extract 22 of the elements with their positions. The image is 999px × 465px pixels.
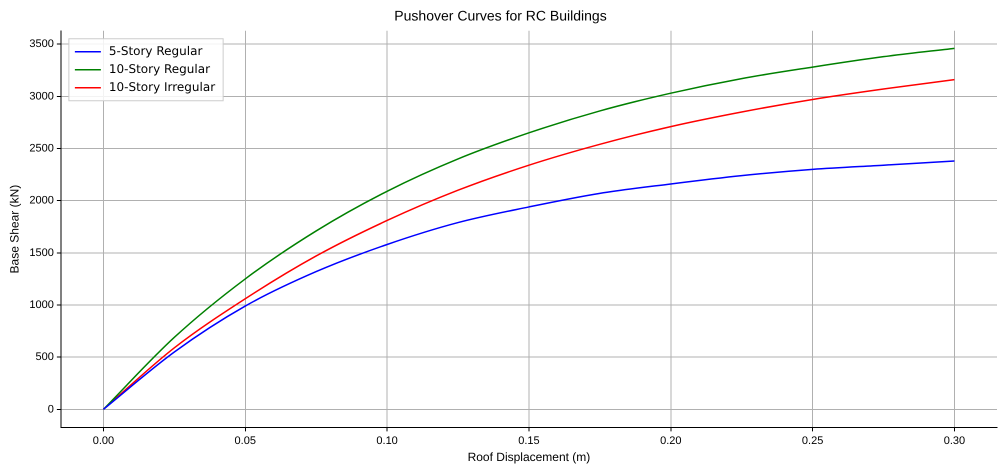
x-tick-label: 0.15 <box>518 435 540 448</box>
x-tick-label: 0.10 <box>376 435 398 448</box>
y-tick-label: 1000 <box>29 299 54 312</box>
y-tick-label: 2500 <box>29 142 54 155</box>
x-tick-label: 0.25 <box>802 435 824 448</box>
y-tick-label: 0 <box>48 403 54 416</box>
x-tick-label: 0.00 <box>92 435 114 448</box>
line-series <box>102 160 956 410</box>
x-axis-title: Roof Displacement (m) <box>468 450 590 464</box>
y-tick-label: 1500 <box>29 246 54 259</box>
y-tick-label: 3500 <box>29 38 54 50</box>
legend-label: 10-Story Irregular <box>108 80 216 94</box>
legend-label: 5-Story Regular <box>108 44 202 58</box>
chart-title: Pushover Curves for RC Buildings <box>394 7 607 24</box>
y-axis-title: Base Shear (kN) <box>8 184 22 274</box>
legend-label: 10-Story Regular <box>108 62 210 76</box>
y-tick-label: 3000 <box>29 90 54 102</box>
y-tick-label: 2000 <box>29 194 54 207</box>
x-tick-label: 0.20 <box>660 435 682 448</box>
x-tick-label: 0.30 <box>944 435 966 448</box>
x-tick-label: 0.05 <box>234 435 256 448</box>
y-tick-label: 500 <box>36 351 54 364</box>
